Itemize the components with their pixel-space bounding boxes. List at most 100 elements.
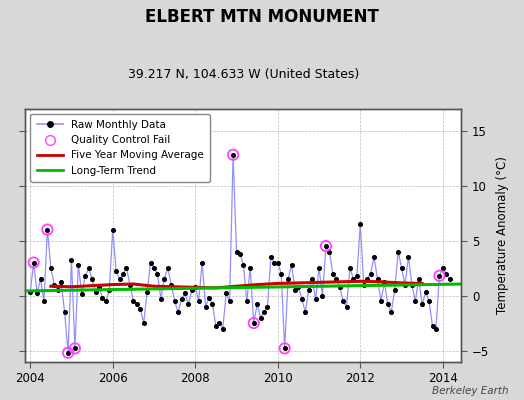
Point [60, 309, 69, 315]
Point [277, 270, 286, 277]
Point [29, 259, 38, 266]
Point [64, 350, 72, 356]
Point [335, 284, 344, 290]
Point [280, 345, 289, 352]
Point [208, 301, 216, 308]
Point [133, 301, 141, 308]
Point [401, 281, 409, 288]
Point [363, 276, 372, 282]
Point [353, 272, 361, 279]
Point [160, 276, 169, 282]
Point [394, 248, 402, 255]
Point [359, 281, 368, 288]
Point [191, 284, 200, 290]
Point [102, 298, 110, 304]
Point [342, 303, 351, 310]
Point [246, 265, 255, 271]
Point [256, 314, 265, 321]
Point [88, 276, 96, 282]
Point [366, 270, 375, 277]
Point [136, 306, 145, 312]
Point [263, 303, 271, 310]
Legend: Raw Monthly Data, Quality Control Fail, Five Year Moving Average, Long-Term Tren: Raw Monthly Data, Quality Control Fail, … [30, 114, 210, 182]
Point [287, 262, 296, 268]
Point [315, 265, 323, 271]
Point [212, 323, 220, 330]
Point [325, 248, 334, 255]
Point [84, 265, 93, 271]
Point [219, 325, 227, 332]
Point [225, 298, 234, 304]
Point [167, 281, 176, 288]
Point [370, 254, 378, 260]
Point [329, 270, 337, 277]
Point [384, 301, 392, 308]
Point [229, 152, 237, 158]
Point [40, 298, 48, 304]
Point [126, 281, 134, 288]
Text: Berkeley Earth: Berkeley Earth [432, 386, 508, 396]
Point [239, 262, 248, 268]
Point [274, 259, 282, 266]
Point [322, 243, 330, 249]
Point [425, 298, 433, 304]
Point [373, 276, 381, 282]
Y-axis label: Temperature Anomaly (°C): Temperature Anomaly (°C) [496, 156, 509, 314]
Point [418, 301, 427, 308]
Point [129, 298, 138, 304]
Point [108, 226, 117, 233]
Point [291, 287, 299, 293]
Text: ELBERT MTN MONUMENT: ELBERT MTN MONUMENT [145, 8, 379, 26]
Point [95, 284, 103, 290]
Point [112, 268, 121, 274]
Point [205, 294, 213, 301]
Point [98, 294, 106, 301]
Point [435, 272, 444, 279]
Point [260, 309, 268, 315]
Point [146, 259, 155, 266]
Point [267, 254, 275, 260]
Point [215, 320, 224, 326]
Point [81, 272, 90, 279]
Point [119, 270, 127, 277]
Point [332, 276, 341, 282]
Point [150, 265, 158, 271]
Point [346, 265, 354, 271]
Point [249, 320, 258, 326]
Point [356, 221, 365, 227]
Point [188, 287, 196, 293]
Point [377, 298, 385, 304]
Point [298, 296, 306, 302]
Point [174, 309, 182, 315]
Point [122, 265, 130, 271]
Point [50, 281, 59, 288]
Point [139, 320, 148, 326]
Point [53, 287, 62, 293]
Point [270, 259, 279, 266]
Point [397, 265, 406, 271]
Point [387, 309, 396, 315]
Point [439, 265, 447, 271]
Point [442, 270, 451, 277]
Point [428, 323, 436, 330]
Point [243, 298, 251, 304]
Point [26, 289, 35, 296]
Point [308, 276, 316, 282]
Point [408, 281, 416, 288]
Point [57, 279, 66, 286]
Point [67, 257, 75, 264]
Point [74, 262, 83, 268]
Point [71, 345, 79, 352]
Point [71, 345, 79, 352]
Point [194, 298, 203, 304]
Point [143, 289, 151, 296]
Point [435, 272, 444, 279]
Point [301, 309, 310, 315]
Point [404, 254, 412, 260]
Point [43, 226, 51, 233]
Point [432, 325, 440, 332]
Point [36, 276, 45, 282]
Point [390, 287, 399, 293]
Point [29, 259, 38, 266]
Point [311, 296, 320, 302]
